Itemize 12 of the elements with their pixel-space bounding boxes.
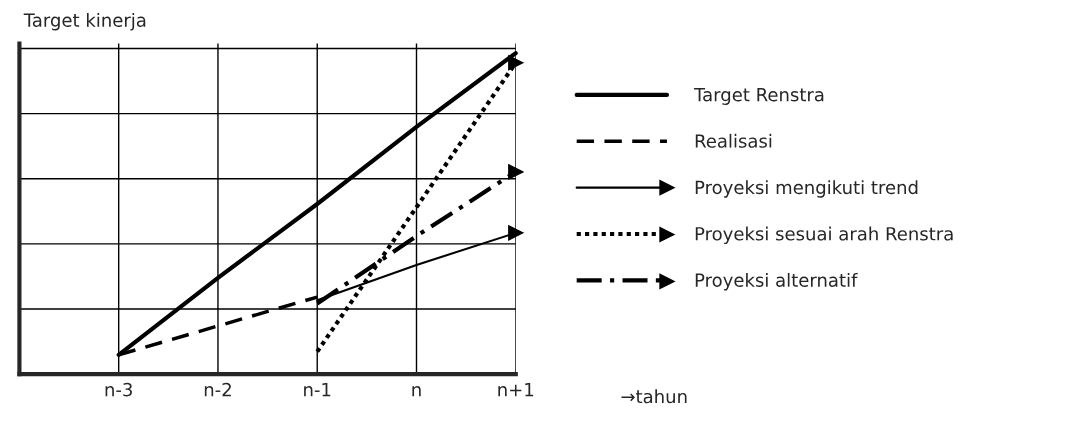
text: →tahun	[621, 389, 687, 404]
legend-label: Proyeksi mengikuti trend	[695, 180, 918, 198]
x-tick-label: n-1	[304, 382, 331, 397]
x-tick-label: n-3	[105, 382, 132, 397]
legend-label: Proyeksi alternatif	[695, 272, 858, 291]
x-tick-label: n-2	[204, 382, 231, 397]
legend-label: Proyeksi sesuai arah Renstra	[695, 226, 953, 245]
x-tick-label: n+1	[498, 382, 534, 397]
legend-label: Target Renstra	[693, 88, 824, 105]
y-axis-title: Target kinerja	[23, 12, 146, 31]
x-tick-label: n	[412, 386, 421, 397]
legend-label: Realisasi	[695, 133, 772, 148]
